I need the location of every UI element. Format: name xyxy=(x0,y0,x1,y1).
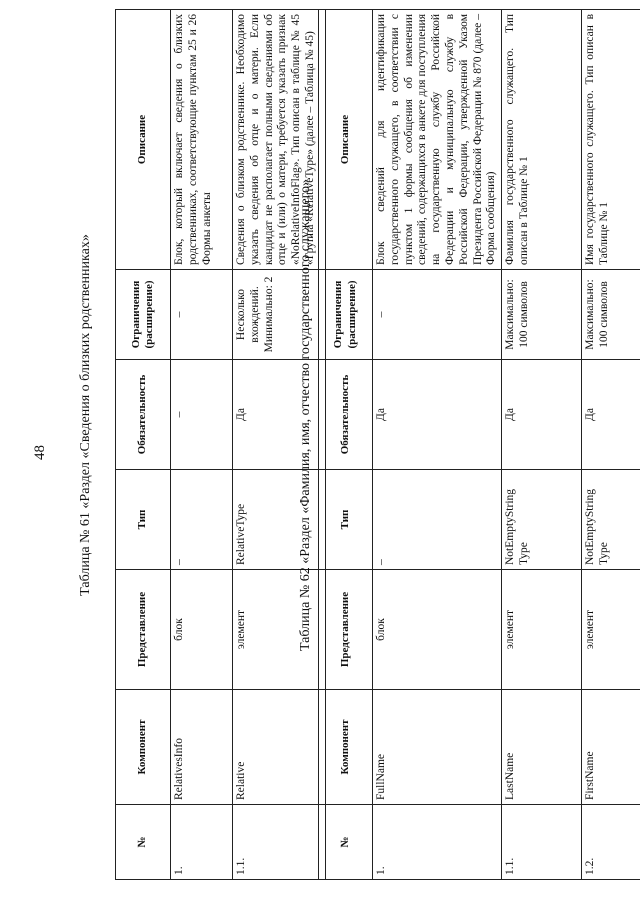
table-cell: – xyxy=(372,269,502,360)
column-header: Компонент xyxy=(115,689,171,805)
table-cell: NotEmptyString Type xyxy=(581,469,640,570)
page-number: 48 xyxy=(32,445,48,460)
column-header: Ограничения (расширение) xyxy=(115,269,171,360)
table-cell: 1. xyxy=(170,804,233,880)
table-cell: Максимально: 100 символов xyxy=(501,269,582,360)
column-header: Представление xyxy=(115,569,171,690)
header-row: № Компонент Представление Тип Обязательность… xyxy=(115,9,171,880)
column-header: Представление xyxy=(318,569,373,690)
table-cell: 1.1. xyxy=(501,804,582,880)
table-cell: Да xyxy=(501,359,582,470)
column-header: Компонент xyxy=(318,689,373,805)
table-cell: LastName xyxy=(501,689,582,805)
table-cell: Блок сведений для идентификации государс… xyxy=(372,9,502,270)
table-cell: элемент xyxy=(581,569,640,690)
table-62-caption: Таблица № 62 «Раздел «Фамилия, имя, отче… xyxy=(298,178,313,652)
table-row: 1. RelativesInfo блок – – – Блок, который вклю… xyxy=(170,9,233,880)
table-cell: элемент xyxy=(501,569,582,690)
table-cell: Да xyxy=(581,359,640,470)
table-row: 1.2. FirstName элемент NotEmptyString Type Д… xyxy=(581,9,640,880)
table-cell: – xyxy=(170,469,233,570)
table-62: № Компонент Представление Тип Обязательность… xyxy=(318,9,640,880)
table-cell: Фамилия государственного служащего. Тип … xyxy=(501,9,582,270)
table-cell: Да xyxy=(372,359,502,470)
table-61: № Компонент Представление Тип Обязательность… xyxy=(115,9,326,880)
table-cell: – xyxy=(170,359,233,470)
column-header: Тип xyxy=(115,469,171,570)
column-header: № xyxy=(115,804,171,880)
table-row: 1.1. LastName элемент NotEmptyString Type Да… xyxy=(501,9,582,880)
table-cell: 1.2. xyxy=(581,804,640,880)
table-cell: Максимально: 100 символов xyxy=(581,269,640,360)
table-cell: 1. xyxy=(372,804,502,880)
table-cell: Имя государственного служащего. Тип опис… xyxy=(581,9,640,270)
table-cell: – xyxy=(170,269,233,360)
column-header: № xyxy=(318,804,373,880)
table-cell: блок xyxy=(170,569,233,690)
column-header: Описание xyxy=(115,9,171,270)
table-cell: – xyxy=(372,469,502,570)
table-cell: FullName xyxy=(372,689,502,805)
table-cell: RelativesInfo xyxy=(170,689,233,805)
column-header: Описание xyxy=(318,9,373,270)
header-row: № Компонент Представление Тип Обязательность… xyxy=(318,9,373,880)
column-header: Обязательность xyxy=(318,359,373,470)
table-61-caption: Таблица № 61 «Раздел «Сведения о близких… xyxy=(78,234,93,596)
column-header: Обязательность xyxy=(115,359,171,470)
table-cell: 1.1. xyxy=(232,804,326,880)
table-row: 1. FullName блок – Да – Блок сведений для иден… xyxy=(372,9,502,880)
column-header: Тип xyxy=(318,469,373,570)
column-header: Ограничения (расширение) xyxy=(318,269,373,360)
table-cell: NotEmptyString Type xyxy=(501,469,582,570)
table-cell: Блок, который включает сведения о близки… xyxy=(170,9,233,270)
table-cell: FirstName xyxy=(581,689,640,805)
table-cell: блок xyxy=(372,569,502,690)
